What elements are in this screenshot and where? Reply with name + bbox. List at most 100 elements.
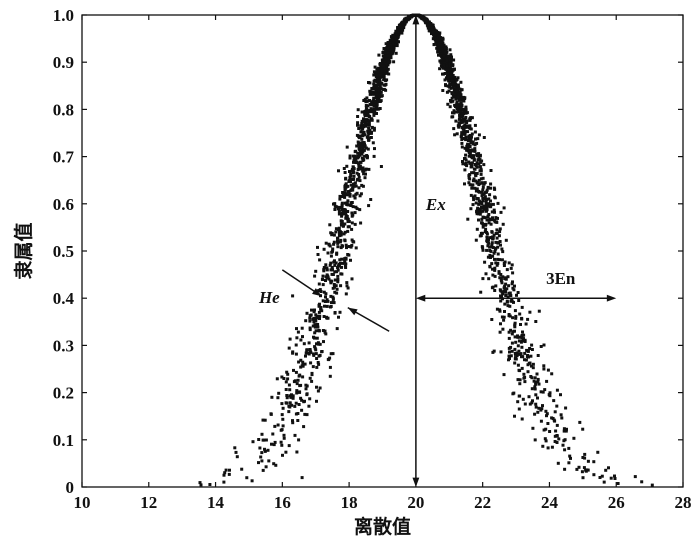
cloud-drop <box>452 58 456 62</box>
cloud-drop <box>270 395 274 399</box>
cloud-drop <box>465 124 469 128</box>
cloud-drop <box>261 438 265 442</box>
cloud-drop <box>314 319 318 323</box>
cloud-drop <box>488 193 492 197</box>
cloud-drop <box>304 387 308 391</box>
cloud-drop <box>442 61 446 65</box>
cloud-drop <box>386 46 390 50</box>
cloud-drop <box>338 262 341 266</box>
cloud-drop <box>450 78 454 82</box>
cloud-drop <box>257 461 260 465</box>
cloud-drop <box>356 108 360 112</box>
cloud-drop <box>470 186 474 190</box>
cloud-drop <box>281 417 285 421</box>
cloud-drop <box>336 274 340 278</box>
cloud-drop <box>375 102 379 106</box>
cloud-drop <box>536 410 540 414</box>
cloud-drop <box>351 165 355 169</box>
cloud-drop <box>498 308 502 312</box>
cloud-drop <box>359 134 363 138</box>
cloud-drop <box>328 365 332 369</box>
cloud-drop <box>447 89 451 93</box>
cloud-drop <box>441 57 445 61</box>
cloud-drop <box>489 256 492 259</box>
cloud-drop <box>295 389 299 393</box>
cloud-drop <box>550 372 554 376</box>
cloud-drop <box>370 125 374 129</box>
cloud-drop <box>337 212 341 216</box>
cloud-drop <box>284 388 288 391</box>
cloud-drop <box>533 412 537 416</box>
cloud-drop <box>499 350 503 354</box>
cloud-drop <box>427 26 431 30</box>
cloud-drop <box>480 202 484 206</box>
cloud-drop <box>517 339 521 343</box>
cloud-drop <box>340 272 344 276</box>
cloud-drop <box>513 309 517 313</box>
cloud-drop <box>482 197 486 200</box>
cloud-drop <box>494 216 498 220</box>
cloud-drop <box>322 266 326 269</box>
cloud-drop <box>302 400 306 404</box>
cloud-drop <box>369 90 373 94</box>
cloud-drop <box>372 128 376 132</box>
cloud-drop <box>518 394 522 398</box>
cloud-drop <box>446 70 450 74</box>
cloud-drop <box>311 365 315 369</box>
cloud-drop <box>510 263 514 267</box>
cloud-drop <box>281 406 285 410</box>
cloud-drop <box>351 154 355 158</box>
cloud-drop <box>340 257 344 261</box>
y-tick-label: 0.1 <box>53 431 74 450</box>
cloud-drop <box>361 131 365 135</box>
cloud-drop <box>352 170 356 174</box>
cloud-drop <box>446 102 450 106</box>
cloud-drop <box>369 107 373 111</box>
cloud-drop <box>477 199 481 203</box>
cloud-drop <box>350 201 354 204</box>
cloud-drop <box>482 136 486 139</box>
cloud-drop <box>389 35 393 39</box>
cloud-drop <box>389 43 393 47</box>
cloud-drop <box>317 304 321 308</box>
cloud-drop <box>308 348 312 351</box>
cloud-drop <box>482 182 486 186</box>
cloud-drop <box>270 442 273 446</box>
cloud-drop <box>537 309 541 313</box>
cloud-drop <box>480 217 484 221</box>
cloud-drop <box>548 391 552 395</box>
cloud-drop <box>324 263 328 267</box>
cloud-drop <box>485 188 489 192</box>
cloud-drop <box>267 459 271 463</box>
cloud-drop <box>356 121 360 125</box>
cloud-drop <box>375 105 379 109</box>
cloud-drop <box>494 261 498 265</box>
cloud-drop <box>520 336 524 340</box>
cloud-drop <box>286 377 290 381</box>
cloud-drop <box>477 152 481 156</box>
cloud-drop <box>498 240 502 243</box>
cloud-drop <box>448 64 451 68</box>
cloud-drop <box>274 463 278 467</box>
cloud-drop <box>481 215 485 219</box>
cloud-drop <box>350 277 354 281</box>
cloud-drop <box>375 93 379 97</box>
cloud-drop <box>504 282 508 286</box>
cloud-drop <box>344 262 348 266</box>
cloud-drop <box>467 136 471 140</box>
cloud-drop <box>357 173 361 176</box>
cloud-drop <box>294 343 298 347</box>
cloud-drop <box>448 83 452 87</box>
cloud-drop <box>321 283 325 287</box>
cloud-drop <box>450 96 454 100</box>
cloud-drop <box>493 250 497 253</box>
cloud-drop <box>488 236 492 240</box>
cloud-drop <box>463 168 467 172</box>
cloud-drop <box>498 330 502 334</box>
cloud-drop <box>325 315 328 319</box>
cloud-drop <box>530 364 533 368</box>
cloud-drop <box>370 100 374 104</box>
cloud-drop <box>445 59 449 62</box>
cloud-drop <box>613 474 616 478</box>
cloud-drop <box>362 117 365 121</box>
